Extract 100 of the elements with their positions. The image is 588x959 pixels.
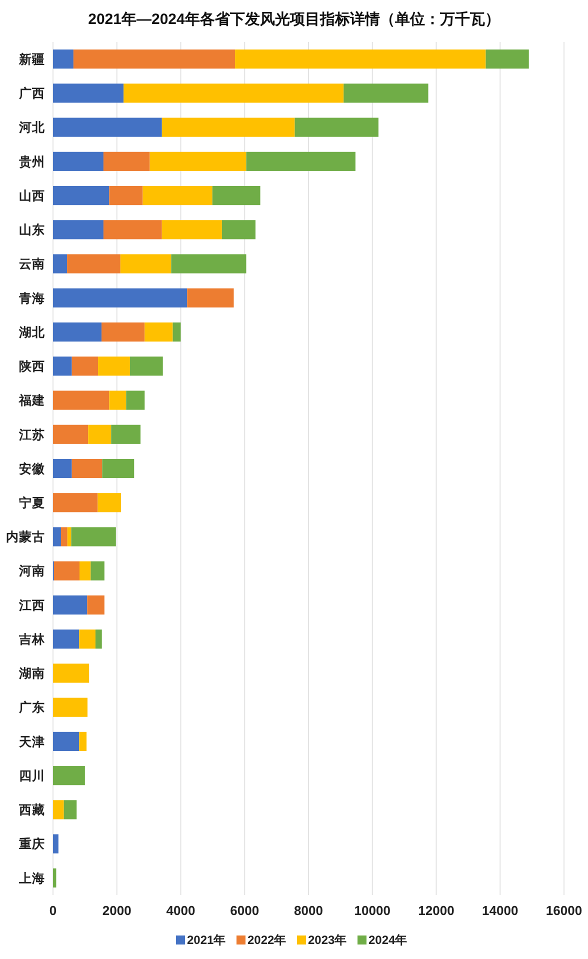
bar — [53, 84, 124, 103]
bar — [53, 118, 162, 137]
legend-label: 2022年 — [248, 933, 286, 948]
bar — [53, 424, 88, 444]
x-tick-label: 14000 — [482, 903, 518, 918]
legend-label: 2024年 — [368, 933, 408, 948]
y-tick-label: 福建 — [18, 392, 45, 408]
bar — [88, 424, 112, 444]
y-tick-label: 西藏 — [18, 802, 45, 818]
y-tick-label: 宁夏 — [19, 494, 45, 510]
bar — [90, 561, 104, 580]
y-tick-label: 重庆 — [18, 836, 45, 852]
x-tick-label: 0 — [49, 903, 57, 918]
y-tick-label: 湖北 — [18, 325, 46, 340]
bar — [80, 561, 91, 580]
bar — [53, 50, 74, 69]
bar — [111, 424, 141, 444]
bar — [53, 698, 88, 717]
legend-label: 2021年 — [187, 933, 226, 948]
bar — [67, 254, 120, 274]
bar — [130, 356, 163, 376]
bar — [120, 254, 172, 274]
bar — [109, 186, 143, 206]
y-tick-label: 江苏 — [18, 428, 45, 442]
bar — [53, 868, 56, 888]
bar — [64, 800, 77, 820]
bar — [67, 527, 72, 546]
bar — [79, 630, 96, 649]
bar — [53, 322, 102, 342]
y-tick-label: 四川 — [19, 768, 45, 783]
bar — [53, 390, 110, 410]
bar — [53, 732, 80, 752]
y-tick-label: 陕西 — [19, 360, 45, 374]
bar — [72, 356, 98, 376]
bar — [98, 356, 130, 376]
chart-title: 2021年—2024年各省下发风光项目指标详情（单位：万千瓦） — [88, 10, 500, 28]
bar — [71, 527, 116, 546]
bar — [172, 322, 181, 342]
bar — [53, 356, 72, 376]
x-tick-label: 2000 — [102, 903, 132, 918]
bar — [53, 834, 58, 854]
bar — [60, 527, 68, 546]
bar — [53, 220, 104, 240]
bar — [53, 288, 188, 308]
x-tick-label: 8000 — [294, 903, 323, 918]
y-tick-label: 河南 — [18, 564, 45, 578]
bar — [87, 595, 104, 615]
y-tick-label: 天津 — [18, 734, 45, 749]
bar — [162, 220, 222, 240]
bar — [53, 595, 88, 615]
bar — [53, 186, 110, 206]
y-tick-label: 河北 — [18, 120, 46, 135]
bar — [124, 84, 344, 103]
bar — [162, 118, 295, 137]
bar — [103, 220, 162, 240]
y-tick-label: 湖南 — [18, 666, 45, 681]
x-tick-label: 4000 — [166, 903, 196, 918]
bar — [98, 493, 122, 512]
bar — [53, 766, 85, 786]
y-tick-label: 云南 — [19, 257, 45, 272]
bar — [222, 220, 256, 240]
bar — [150, 152, 246, 171]
bar — [212, 186, 260, 206]
y-tick-label: 上海 — [18, 871, 45, 886]
bar — [486, 50, 529, 69]
y-tick-label: 青海 — [18, 291, 45, 306]
y-tick-label: 安徽 — [19, 460, 46, 476]
bar — [53, 664, 90, 683]
bar — [246, 152, 356, 171]
x-tick-label: 10000 — [354, 903, 390, 918]
bar — [102, 322, 145, 342]
bar — [53, 630, 80, 649]
bar — [235, 50, 486, 69]
bar — [53, 527, 61, 546]
y-tick-label: 吉林 — [18, 632, 46, 646]
bar — [126, 390, 145, 410]
bar — [53, 493, 98, 512]
bar — [294, 118, 378, 137]
bar — [144, 322, 173, 342]
bar — [53, 458, 72, 478]
y-tick-label: 新疆 — [18, 51, 45, 66]
bar — [103, 152, 150, 171]
x-tick-label: 6000 — [230, 903, 260, 918]
bar — [53, 152, 104, 171]
bar — [142, 186, 212, 206]
bar — [72, 458, 102, 478]
bar — [171, 254, 246, 274]
y-tick-label: 内蒙古 — [6, 529, 45, 544]
x-tick-label: 12000 — [418, 903, 454, 918]
y-tick-label: 广东 — [18, 700, 45, 715]
bar — [73, 50, 236, 69]
bar — [53, 800, 64, 820]
y-tick-label: 贵州 — [18, 154, 45, 169]
bar — [54, 561, 80, 580]
bar — [187, 288, 234, 308]
legend-label: 2023年 — [308, 933, 347, 948]
y-tick-label: 江西 — [18, 598, 45, 612]
x-tick-label: 16000 — [546, 903, 582, 918]
y-tick-label: 山西 — [19, 188, 45, 203]
bar — [53, 254, 68, 274]
